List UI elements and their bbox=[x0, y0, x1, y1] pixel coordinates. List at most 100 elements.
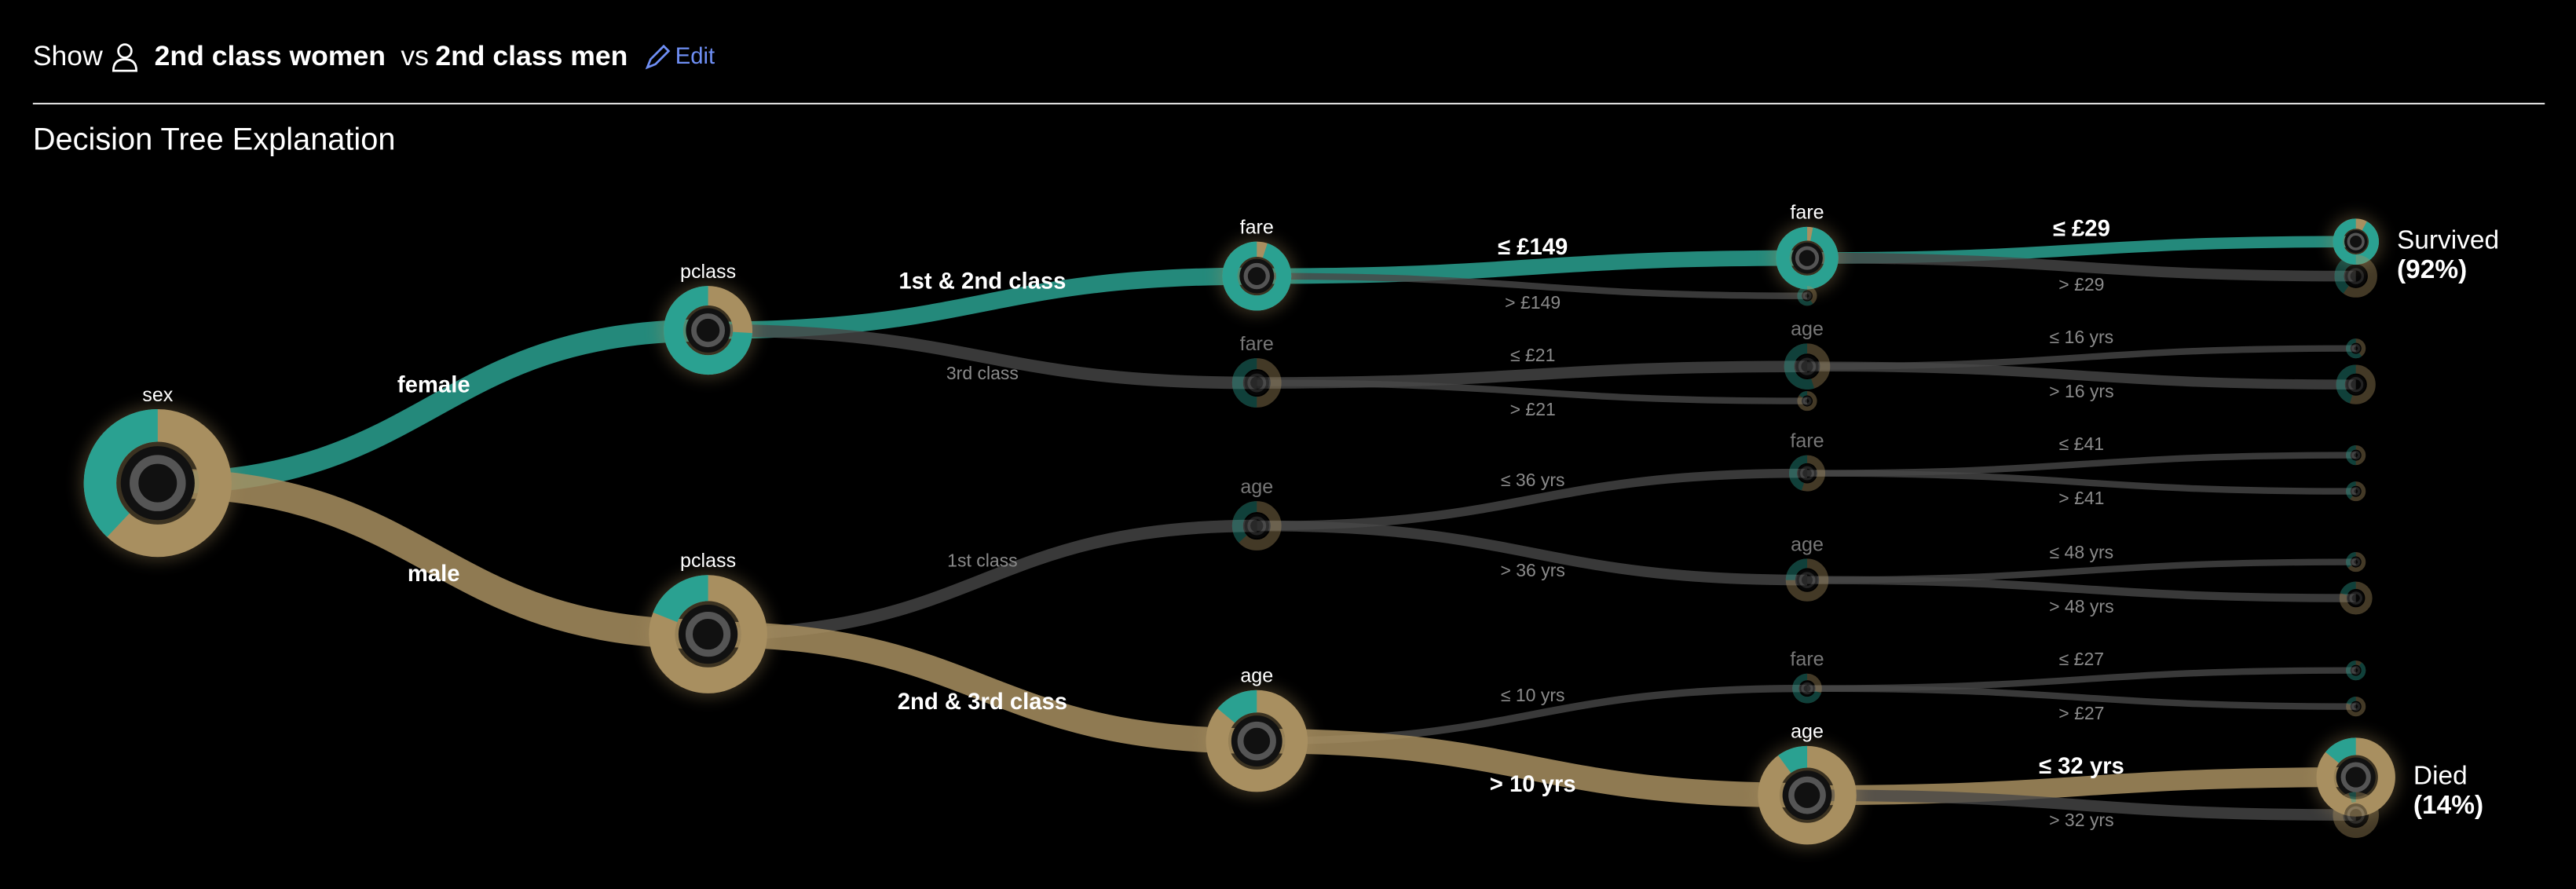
node-core bbox=[2351, 557, 2361, 567]
donut-survived bbox=[1798, 391, 1808, 398]
donut-survived bbox=[1797, 286, 1813, 306]
edge-label: ≤ 16 yrs bbox=[2050, 327, 2114, 347]
node-core bbox=[1802, 291, 1813, 301]
node-core-ring bbox=[2347, 268, 2365, 284]
node-label: age bbox=[1791, 318, 1824, 340]
donut-rest bbox=[2333, 792, 2379, 838]
edge-label: > £21 bbox=[1510, 399, 1556, 419]
node bbox=[1219, 238, 1295, 314]
edge bbox=[1807, 789, 2356, 821]
edge-label: ≤ £41 bbox=[2059, 434, 2104, 454]
donut-rest bbox=[2346, 697, 2366, 717]
donut-rest bbox=[1231, 358, 1282, 408]
donut-rest bbox=[1231, 501, 1282, 551]
edge bbox=[157, 468, 708, 649]
edge-label: > £27 bbox=[2058, 703, 2104, 723]
edge-label: > £41 bbox=[2058, 488, 2104, 508]
show-label: Show bbox=[33, 40, 103, 71]
node bbox=[2329, 215, 2383, 269]
edge bbox=[1807, 667, 2356, 692]
node bbox=[2346, 660, 2366, 681]
edge-label: female bbox=[397, 371, 470, 397]
donut-survived bbox=[1231, 358, 1257, 408]
node bbox=[1789, 455, 1826, 492]
node-core-ring bbox=[1802, 291, 1812, 301]
node bbox=[2346, 481, 2366, 502]
node bbox=[1773, 223, 1842, 293]
outcome-label: Died bbox=[2413, 761, 2468, 790]
node-core-ring bbox=[2351, 487, 2361, 496]
node bbox=[660, 282, 756, 379]
node bbox=[2334, 254, 2377, 298]
outcome-share: (14%) bbox=[2413, 791, 2483, 820]
edge-label: > 16 yrs bbox=[2049, 381, 2113, 401]
node-label: fare bbox=[1790, 430, 1824, 452]
node bbox=[2336, 364, 2376, 404]
node-core-ring bbox=[1798, 357, 1817, 375]
node-core-ring bbox=[2347, 232, 2365, 251]
donut-rest bbox=[2346, 445, 2366, 466]
nodes bbox=[80, 215, 2399, 848]
node-core-ring bbox=[2348, 377, 2364, 393]
node-core-ring bbox=[2351, 344, 2361, 353]
donut-survived bbox=[2346, 697, 2357, 705]
edge bbox=[1257, 520, 1808, 586]
edge bbox=[1257, 379, 1808, 404]
node-core-ring bbox=[1798, 572, 1816, 588]
edge-label: ≤ 48 yrs bbox=[2050, 542, 2114, 562]
node bbox=[1792, 673, 1822, 704]
node-core-ring bbox=[1243, 262, 1270, 290]
node-core bbox=[1244, 513, 1269, 539]
edge bbox=[1257, 468, 1808, 531]
node-core-ring bbox=[2351, 451, 2361, 460]
node-core bbox=[1244, 370, 1269, 396]
node-label: age bbox=[1791, 533, 1824, 555]
section-title: Decision Tree Explanation bbox=[33, 123, 396, 157]
node-core-ring bbox=[1802, 396, 1812, 406]
node bbox=[2333, 792, 2379, 838]
edge bbox=[1807, 576, 2356, 602]
node-label: pclass bbox=[680, 261, 736, 283]
node-core bbox=[2351, 701, 2361, 712]
outcome-share: (92%) bbox=[2397, 255, 2467, 284]
group-b[interactable]: 2nd class men bbox=[435, 40, 628, 71]
donut-survived bbox=[2346, 481, 2357, 499]
edge bbox=[1807, 252, 2356, 282]
node bbox=[2346, 697, 2366, 717]
edge bbox=[1257, 728, 1808, 808]
donut-survived bbox=[1776, 226, 1839, 290]
donut-survived bbox=[83, 409, 159, 537]
node-core bbox=[2345, 265, 2367, 287]
edge bbox=[1807, 470, 2356, 495]
donut-survived bbox=[1784, 343, 1815, 390]
node-core-ring bbox=[2351, 702, 2361, 712]
node-core bbox=[2351, 486, 2361, 496]
edge bbox=[1257, 250, 1808, 284]
donut-rest bbox=[1785, 558, 1829, 602]
edit-link[interactable]: Edit bbox=[675, 43, 715, 69]
node bbox=[2346, 445, 2366, 466]
node-label: age bbox=[1240, 476, 1273, 498]
edit-icon[interactable] bbox=[645, 44, 671, 70]
node-core-ring bbox=[1237, 721, 1276, 761]
node-label: age bbox=[1791, 721, 1824, 743]
outcome-label: Survived bbox=[2397, 226, 2499, 255]
edge bbox=[708, 621, 1257, 754]
edge-label: 3rd class bbox=[946, 363, 1019, 383]
donut-survived bbox=[2325, 737, 2357, 764]
edge bbox=[708, 324, 1257, 390]
node-core bbox=[1796, 569, 1818, 591]
node-core-ring bbox=[2349, 591, 2362, 605]
node bbox=[1231, 358, 1282, 408]
donut-survived bbox=[1785, 558, 1808, 581]
group-a[interactable]: 2nd class women bbox=[155, 40, 386, 71]
edge-label: 1st & 2nd class bbox=[898, 269, 1066, 295]
donut-rest bbox=[1784, 343, 1831, 390]
edge bbox=[708, 519, 1257, 641]
vs-label: vs bbox=[401, 40, 429, 71]
edge-label: > 36 yrs bbox=[1500, 560, 1564, 580]
node bbox=[2346, 552, 2366, 573]
node bbox=[1202, 686, 1312, 796]
node-label: age bbox=[1240, 665, 1273, 687]
